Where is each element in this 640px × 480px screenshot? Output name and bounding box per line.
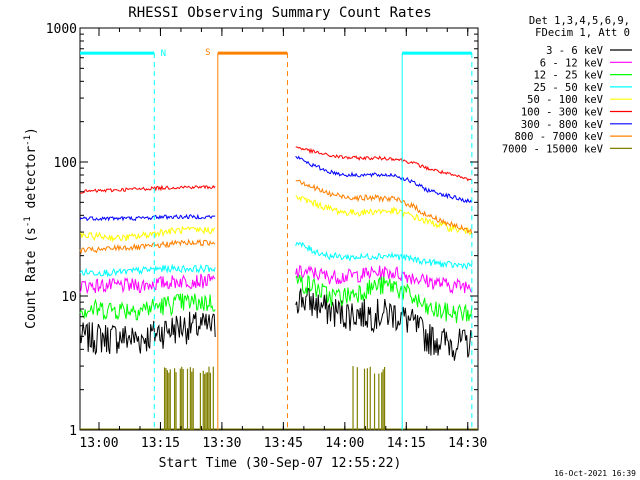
y-tick-label: 10 (61, 290, 77, 305)
legend-entry-label: 12 - 25 keV (533, 70, 603, 82)
legend-entry-label: 25 - 50 keV (533, 82, 603, 94)
series-line-3 (79, 263, 216, 278)
series-line-4 (295, 194, 473, 236)
x-tick-label: 13:00 (79, 436, 118, 451)
legend-header: Det 1,3,4,5,6,9, (529, 15, 630, 27)
y-axis-label-mid: detector (24, 146, 39, 217)
series-line-0 (79, 311, 216, 356)
axis-ticks: 13:00 13:15 13:30 13:45 14:00 14:15 14:30 1 10 10… (46, 22, 488, 451)
series-line-7 (79, 238, 216, 255)
legend-entry-label: 100 - 300 keV (521, 107, 604, 119)
x-tick-label: 14:30 (448, 436, 487, 451)
vertical-markers (153, 53, 473, 430)
plot-area (79, 27, 479, 431)
footer-timestamp: 16-Oct-2021 16:39 (554, 469, 636, 478)
series-line-4 (79, 225, 216, 243)
legend: Det 1,3,4,5,6,9,FDecim 1, Att 0 3 - 6 keV… (502, 15, 632, 155)
legend-entry-label: 800 - 7000 keV (514, 131, 603, 143)
y-axis-label-sup2: -1 (23, 135, 33, 146)
series-line-2 (295, 274, 473, 324)
x-tick-label: 14:15 (387, 436, 426, 451)
y-axis-label-main: Count Rate (s (24, 227, 39, 329)
x-tick-label: 13:30 (202, 436, 241, 451)
series-line-0 (295, 287, 473, 361)
y-axis-label-end: ) (24, 127, 39, 135)
y-tick-label: 100 (54, 156, 77, 171)
y-tick-label: 1 (69, 424, 77, 439)
legend-entry-label: 7000 - 15000 keV (502, 143, 604, 155)
flag-label-n: N (161, 49, 166, 59)
chart-title: RHESSI Observing Summary Count Rates (128, 5, 431, 21)
x-axis-label: Start Time (30-Sep-07 12:55:22) (159, 456, 402, 471)
plot-frame (79, 27, 479, 431)
y-axis-label-sup1: -1 (23, 216, 33, 227)
legend-entry-label: 3 - 6 keV (546, 45, 604, 57)
legend-entry-label: 50 - 100 keV (527, 94, 604, 106)
series-line-7 (295, 179, 473, 235)
series-line-5 (295, 146, 473, 182)
series-line-2 (79, 293, 216, 321)
y-axis-label: Count Rate (s-1 detector-1) (23, 127, 39, 329)
series-line-6 (295, 155, 473, 204)
flag-label-s: S (205, 48, 210, 58)
legend-entry-label: 300 - 800 keV (521, 119, 604, 131)
y-tick-label: 1000 (46, 22, 77, 37)
series-line-5 (79, 184, 216, 194)
legend-header: FDecim 1, Att 0 (535, 27, 630, 39)
x-tick-label: 13:45 (264, 436, 303, 451)
legend-entry-label: 6 - 12 keV (540, 57, 604, 69)
series-line-6 (79, 213, 216, 222)
x-tick-label: 13:15 (141, 436, 180, 451)
x-tick-label: 14:00 (325, 436, 364, 451)
series-lines (79, 146, 478, 430)
series-line-1 (79, 273, 216, 295)
series-line-3 (295, 241, 473, 271)
